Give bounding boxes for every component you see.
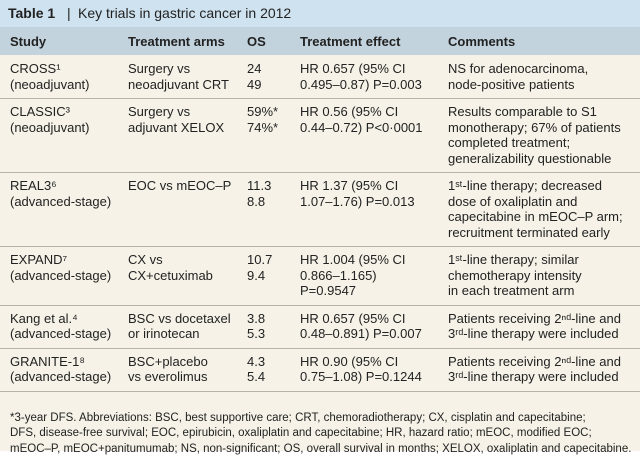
cell-text: 1.07–1.76) P=0.013 [300,194,415,210]
cell-text: HR 0.90 (95% CI [300,354,398,370]
cell-text: 0.48–0.891) P=0.007 [300,326,422,342]
table-title: Key trials in gastric cancer in 2012 [78,6,291,22]
cell-text: CX vs [128,252,163,268]
cell-text: CX+cetuximab [128,268,213,284]
cell-text: 74%* [247,120,278,136]
cell-text: HR 0.56 (95% CI [300,104,398,120]
cell-text: HR 1.004 (95% CI [300,252,406,268]
cell-text: 3ʳᵈ-line therapy were included [448,369,619,385]
cell-text: dose of oxaliplatin and [448,194,577,210]
row-divider [0,246,640,247]
column-header: Comments [448,34,515,50]
cell-text: (neoadjuvant) [10,77,90,93]
footnote: DFS, disease-free survival; EOC, epirubi… [10,426,592,442]
cell-text: BSC+placebo [128,354,208,370]
cell-text: CROSS¹ [10,61,61,77]
column-header: Treatment arms [128,34,225,50]
column-header: OS [247,34,266,50]
cell-text: monotherapy; 67% of patients [448,120,621,136]
row-divider [0,98,640,99]
cell-text: (advanced-stage) [10,326,111,342]
cell-text: Patients receiving 2ⁿᵈ-line and [448,311,621,327]
cell-text: P=0.9547 [300,283,356,299]
cell-text: in each treatment arm [448,283,574,299]
cell-text: Surgery vs [128,61,190,77]
cell-text: 11.3 [247,178,271,194]
cell-text: or irinotecan [128,326,200,342]
cell-text: 1ˢᵗ-line therapy; decreased [448,178,602,194]
cell-text: 8.8 [247,194,265,210]
footnote: *3-year DFS. Abbreviations: BSC, best su… [10,411,586,427]
cell-text: 10.7 [247,252,272,268]
cell-text: 5.4 [247,369,265,385]
cell-text: NS for adenocarcinoma, [448,61,588,77]
cell-text: Surgery vs [128,104,190,120]
cell-text: HR 0.657 (95% CI [300,61,406,77]
cell-text: 0.75–1.08) P=0.1244 [300,369,422,385]
cell-text: 49 [247,77,261,93]
title-separator: | [67,6,71,22]
cell-text: node-positive patients [448,77,574,93]
cell-text: Results comparable to S1 [448,104,597,120]
cell-text: HR 1.37 (95% CI [300,178,398,194]
table-number: Table 1 [8,6,55,22]
cell-text: (neoadjuvant) [10,120,90,136]
cell-text: 0.44–0.72) P<0·0001 [300,120,423,136]
cell-text: EOC vs mEOC–P [128,178,231,194]
cell-text: 0.866–1.165) [300,268,377,284]
cell-text: generalizability questionable [448,151,611,167]
cell-text: 1ˢᵗ-line therapy; similar [448,252,579,268]
cell-text: completed treatment; [448,135,570,151]
footnote: mEOC–P, mEOC+panitumumab; NS, non-signif… [10,442,631,457]
cell-text: 5.3 [247,326,265,342]
cell-text: Patients receiving 2ⁿᵈ-line and [448,354,621,370]
cell-text: chemotherapy intensity [448,268,582,284]
cell-text: (advanced-stage) [10,369,111,385]
row-divider [0,305,640,306]
cell-text: 4.3 [247,354,265,370]
row-divider [0,348,640,349]
cell-text: recruitment terminated early [448,225,610,241]
cell-text: GRANITE-1⁸ [10,354,85,370]
cell-text: 9.4 [247,268,265,284]
cell-text: 24 [247,61,261,77]
cell-text: 0.495–0.87) P=0.003 [300,77,422,93]
row-divider [0,391,640,392]
cell-text: 59%* [247,104,278,120]
cell-text: 3.8 [247,311,265,327]
cell-text: Kang et al.⁴ [10,311,78,327]
cell-text: REAL3⁶ [10,178,57,194]
cell-text: HR 0.657 (95% CI [300,311,406,327]
cell-text: capecitabine in mEOC–P arm; [448,209,623,225]
column-header: Study [10,34,46,50]
cell-text: (advanced-stage) [10,194,111,210]
cell-text: neoadjuvant CRT [128,77,229,93]
cell-text: BSC vs docetaxel [128,311,231,327]
cell-text: adjuvant XELOX [128,120,224,136]
column-header: Treatment effect [300,34,400,50]
cell-text: (advanced-stage) [10,268,111,284]
cell-text: EXPAND⁷ [10,252,67,268]
row-divider [0,172,640,173]
cell-text: CLASSIC³ [10,104,70,120]
cell-text: vs everolimus [128,369,207,385]
cell-text: 3ʳᵈ-line therapy were included [448,326,619,342]
